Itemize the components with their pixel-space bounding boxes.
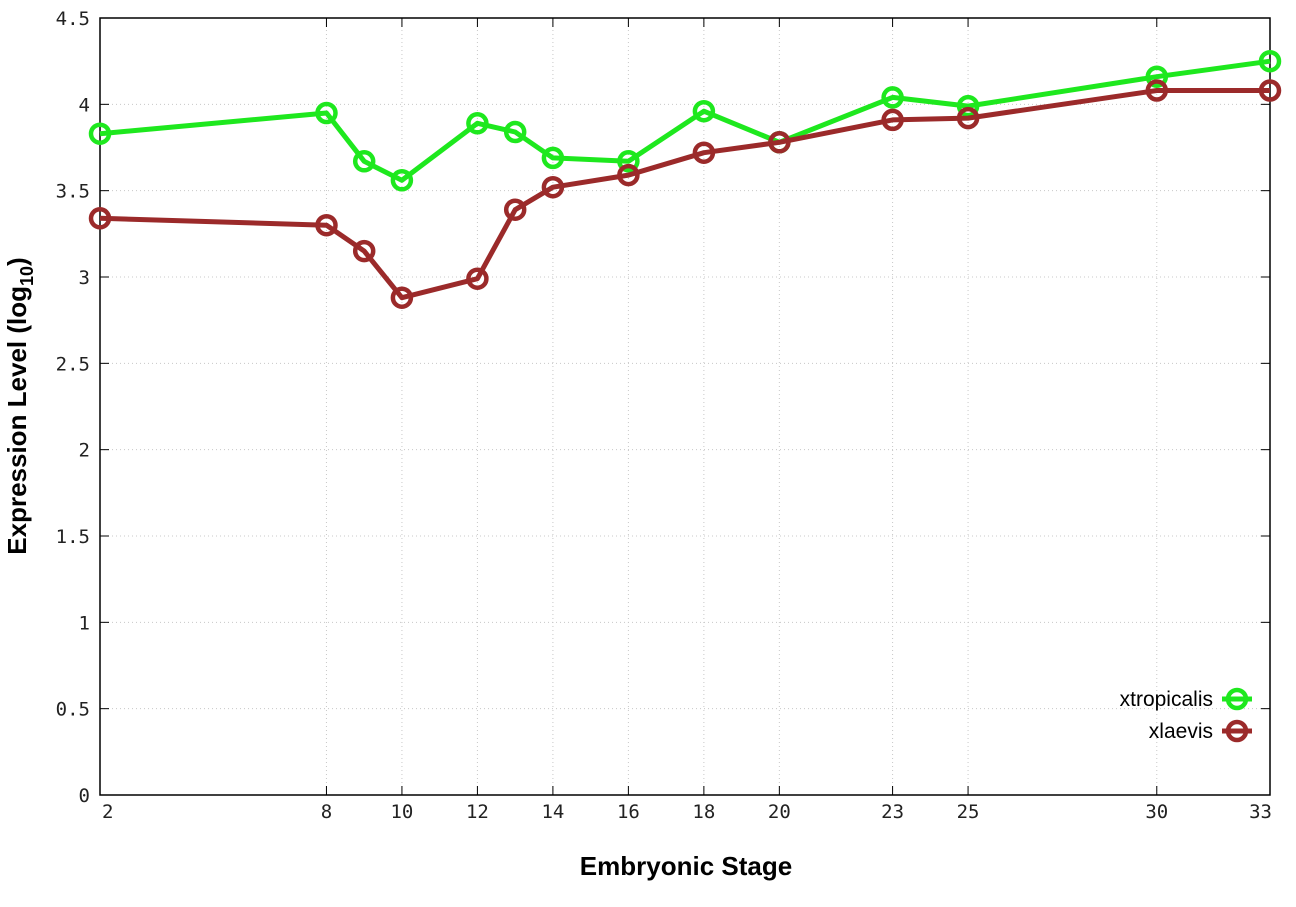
y-axis-label-main: Expression Level (log bbox=[2, 286, 32, 555]
data-point-xtropicalis bbox=[1145, 65, 1169, 88]
data-point-xlaevis bbox=[617, 163, 640, 187]
plot-frame bbox=[99, 17, 1271, 796]
legend-marker-xtropicalis bbox=[1225, 687, 1249, 711]
legend-label-xtropicalis: xtropicalis bbox=[1120, 688, 1213, 711]
data-point-xlaevis bbox=[541, 175, 565, 199]
x-tick-label: 12 bbox=[466, 801, 489, 823]
x-tick-label: 33 bbox=[1249, 801, 1272, 823]
y-tick-label: 3 bbox=[79, 267, 90, 289]
data-point-xlaevis bbox=[1145, 79, 1169, 102]
x-axis-label: Embryonic Stage bbox=[580, 851, 792, 881]
y-axis-label-subscript: 10 bbox=[17, 266, 37, 286]
y-tick-label: 1 bbox=[79, 612, 90, 634]
series-xtropicalis bbox=[88, 49, 1282, 192]
data-point-xtropicalis bbox=[352, 150, 376, 173]
data-point-xtropicalis bbox=[390, 169, 414, 192]
y-tick-label: 2 bbox=[79, 440, 90, 462]
data-point-xtropicalis bbox=[617, 150, 640, 173]
x-tick-label: 18 bbox=[692, 801, 715, 823]
legend: xtropicalis xlaevis bbox=[1120, 687, 1252, 743]
data-point-xlaevis bbox=[466, 267, 489, 290]
data-point-xtropicalis bbox=[956, 94, 980, 118]
y-axis-label: Expression Level (log10) bbox=[2, 257, 37, 554]
axis-ticks: 0 0.5 1 1.5 2 2.5 3 3.5 4 4.5 2 8 10 12 14 16 18 20 23 25 30… bbox=[56, 8, 1272, 823]
data-point-xtropicalis bbox=[1258, 49, 1282, 73]
data-point-xlaevis bbox=[1258, 79, 1282, 102]
x-tick-label: 2 bbox=[102, 801, 113, 823]
data-point-xtropicalis bbox=[88, 122, 112, 145]
y-tick-label: 4 bbox=[79, 94, 90, 116]
x-tick-label: 10 bbox=[390, 801, 413, 823]
data-point-xlaevis bbox=[881, 108, 904, 132]
data-point-xtropicalis bbox=[466, 112, 489, 135]
x-tick-label: 20 bbox=[768, 801, 791, 823]
data-point-xlaevis bbox=[692, 141, 716, 164]
x-tick-label: 30 bbox=[1145, 801, 1168, 823]
data-point-xlaevis bbox=[88, 207, 112, 230]
y-tick-label: 3.5 bbox=[56, 181, 90, 203]
y-tick-label: 0 bbox=[79, 785, 90, 807]
series-line-xtropicalis bbox=[99, 58, 1271, 183]
x-tick-label: 14 bbox=[541, 801, 564, 823]
series-xlaevis bbox=[88, 79, 1282, 309]
data-point-xlaevis bbox=[768, 131, 791, 154]
x-tick-label: 16 bbox=[617, 801, 640, 823]
x-tick-label: 23 bbox=[881, 801, 904, 823]
data-point-xtropicalis bbox=[881, 86, 904, 109]
data-point-xlaevis bbox=[956, 106, 980, 130]
grid bbox=[100, 18, 1270, 795]
data-point-xlaevis bbox=[315, 213, 338, 237]
data-point-xtropicalis bbox=[503, 120, 527, 144]
data-point-xtropicalis bbox=[315, 101, 338, 125]
x-tick-label: 8 bbox=[321, 801, 332, 823]
data-point-xlaevis bbox=[503, 198, 527, 221]
data-point-xlaevis bbox=[390, 286, 414, 309]
data-point-xtropicalis bbox=[692, 99, 716, 123]
data-point-xtropicalis bbox=[541, 146, 565, 170]
y-tick-label: 4.5 bbox=[56, 8, 90, 30]
y-tick-label: 0.5 bbox=[56, 699, 90, 721]
data-point-xlaevis bbox=[352, 239, 376, 263]
y-axis-label-close: ) bbox=[2, 257, 32, 266]
x-tick-label: 25 bbox=[957, 801, 980, 823]
y-tick-label: 1.5 bbox=[56, 526, 90, 548]
legend-marker-xlaevis bbox=[1225, 719, 1249, 743]
legend-label-xlaevis: xlaevis bbox=[1149, 720, 1213, 743]
series-layer bbox=[88, 49, 1282, 309]
y-tick-label: 2.5 bbox=[56, 353, 90, 375]
